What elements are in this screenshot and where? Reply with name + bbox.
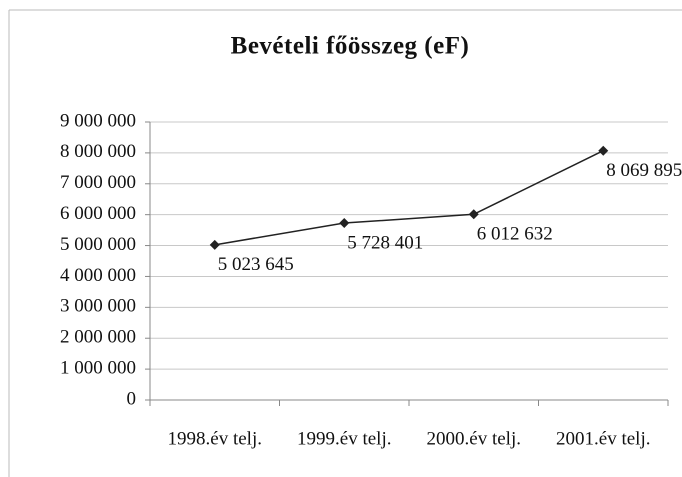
y-tick-label: 9 000 000 bbox=[60, 110, 136, 131]
data-point bbox=[339, 218, 350, 229]
data-point bbox=[468, 209, 479, 220]
chart-title: Bevételi főösszeg (eF) bbox=[231, 33, 470, 60]
y-tick-label: 4 000 000 bbox=[60, 265, 136, 286]
y-tick-label: 3 000 000 bbox=[60, 296, 136, 317]
y-tick-label: 6 000 000 bbox=[60, 203, 136, 224]
data-label: 5 023 645 bbox=[218, 254, 294, 275]
x-tick-label: 2001.év telj. bbox=[556, 428, 650, 449]
x-tick-label: 1999.év telj. bbox=[297, 428, 391, 449]
data-label: 8 069 895 bbox=[606, 160, 682, 181]
y-tick-label: 8 000 000 bbox=[60, 141, 136, 162]
x-tick-label: 2000.év telj. bbox=[427, 428, 521, 449]
y-tick-label: 0 bbox=[127, 388, 137, 409]
data-label: 6 012 632 bbox=[477, 224, 553, 245]
data-label: 5 728 401 bbox=[347, 232, 423, 253]
x-tick-label: 1998.év telj. bbox=[168, 428, 262, 449]
y-tick-label: 1 000 000 bbox=[60, 357, 136, 378]
data-line bbox=[214, 150, 604, 246]
y-tick-label: 2 000 000 bbox=[60, 327, 136, 348]
y-tick-label: 7 000 000 bbox=[60, 172, 136, 193]
data-point bbox=[209, 239, 220, 250]
y-tick-label: 5 000 000 bbox=[60, 234, 136, 255]
data-point bbox=[598, 145, 609, 156]
